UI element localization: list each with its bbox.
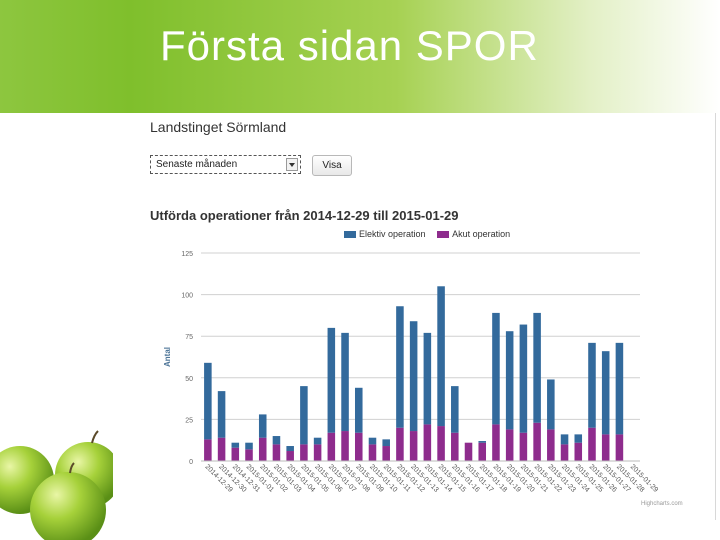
slide-title: Första sidan SPOR (160, 22, 539, 69)
bar-acute (492, 424, 500, 461)
bar-acute (574, 442, 583, 461)
bar-acute (368, 444, 377, 461)
bar-elective (368, 437, 377, 445)
bar-elective (588, 342, 596, 428)
bar-elective (217, 391, 226, 438)
bar-elective (560, 434, 569, 445)
bar-elective (601, 351, 610, 435)
bar-acute (464, 442, 473, 461)
bar-elective (258, 414, 267, 438)
bar-elective (313, 437, 322, 445)
bar-elective (327, 327, 336, 433)
bar-elective (478, 441, 487, 443)
period-select[interactable]: Senaste månaden (150, 155, 301, 174)
legend-label-acute: Akut operation (452, 229, 511, 239)
bar-acute (519, 432, 528, 461)
bar-acute (396, 427, 404, 461)
chart-credits[interactable]: Highcharts.com (641, 501, 683, 507)
bar-elective (354, 387, 363, 433)
bar-acute (560, 444, 569, 461)
bar-acute (272, 444, 281, 461)
bar-elective (451, 386, 459, 433)
bar-elective (396, 306, 404, 428)
chart-legend: Elektiv operation Akut operation (344, 229, 519, 239)
period-select-value: Senaste månaden (156, 159, 238, 170)
bar-elective (382, 439, 390, 447)
bar-elective (409, 321, 418, 432)
title-banner (0, 0, 720, 113)
bar-elective (437, 286, 445, 427)
bar-elective (341, 332, 349, 432)
chart-title: Utförda operationer från 2014-12-29 till… (150, 208, 459, 223)
bar-acute (231, 447, 240, 461)
bar-acute (505, 429, 514, 461)
bar-acute (533, 422, 541, 461)
bar-acute (615, 434, 624, 461)
bar-elective (300, 386, 308, 445)
bar-acute (217, 437, 226, 461)
bar-elective (533, 312, 541, 423)
bar-elective (574, 434, 583, 443)
legend-item-acute[interactable]: Akut operation (437, 229, 510, 239)
bar-acute (451, 432, 459, 461)
bar-acute (286, 451, 294, 461)
bar-elective (492, 312, 500, 425)
bar-acute (382, 446, 390, 461)
bar-elective (245, 442, 253, 450)
bar-elective (286, 446, 294, 452)
chevron-down-icon[interactable] (286, 158, 298, 171)
y-tick-label: 100 (181, 293, 193, 300)
bar-acute (437, 426, 445, 461)
bar-elective (547, 379, 555, 430)
bar-elective (204, 362, 212, 440)
operations-chart: 0255075100125Antal2014-12-292014-12-3020… (163, 251, 659, 494)
bar-acute (547, 429, 555, 461)
green-apples-image (0, 430, 121, 540)
bar-acute (258, 437, 267, 461)
bar-acute (588, 427, 596, 461)
bar-acute (327, 432, 336, 461)
bar-acute (204, 439, 212, 461)
report-panel: Landstinget Sörmland Senaste månaden Vis… (113, 113, 716, 520)
bar-acute (478, 442, 487, 461)
bar-elective (519, 324, 528, 433)
bar-acute (409, 431, 418, 461)
organization-name: Landstinget Sörmland (150, 119, 287, 135)
y-tick-label: 125 (181, 251, 193, 258)
bar-elective (505, 331, 514, 430)
bar-acute (313, 444, 322, 461)
bar-elective (231, 442, 240, 448)
y-tick-label: 75 (185, 334, 193, 341)
bar-acute (341, 431, 349, 461)
bar-elective (615, 342, 624, 435)
y-tick-label: 25 (185, 417, 193, 424)
bar-elective (272, 436, 281, 445)
legend-swatch-elective (344, 231, 356, 239)
legend-swatch-acute (437, 231, 450, 239)
y-tick-label: 0 (189, 459, 193, 466)
bar-acute (601, 434, 610, 461)
y-axis-title: Antal (163, 347, 172, 367)
bar-acute (423, 424, 432, 461)
show-button[interactable]: Visa (312, 155, 352, 176)
bar-elective (423, 332, 432, 425)
legend-label-elective: Elektiv operation (359, 229, 426, 239)
bar-acute (245, 449, 253, 461)
y-tick-label: 50 (185, 376, 193, 383)
bar-acute (300, 444, 308, 461)
legend-item-elective[interactable]: Elektiv operation (344, 229, 426, 239)
bar-acute (354, 432, 363, 461)
